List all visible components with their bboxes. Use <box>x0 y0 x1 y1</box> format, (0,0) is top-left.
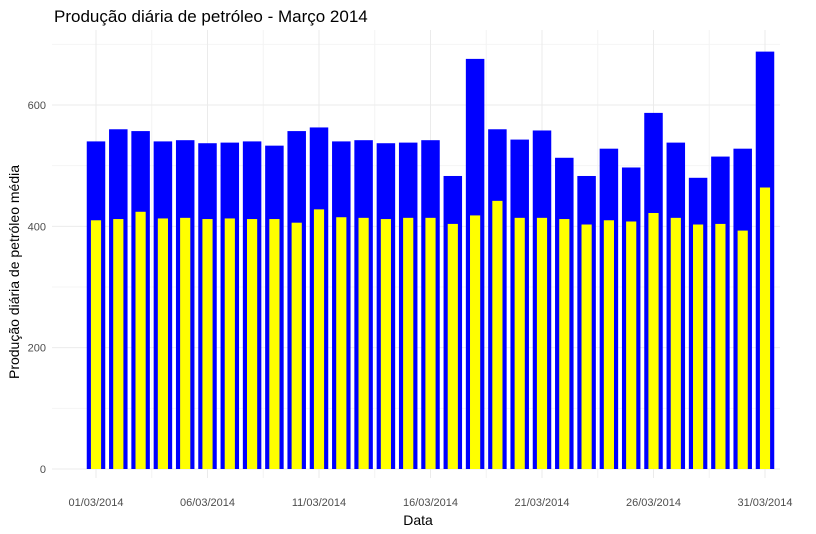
x-tick-label: 26/03/2014 <box>626 497 681 509</box>
bar-series-2-4 <box>157 218 168 469</box>
bar-series-2-7 <box>224 218 235 469</box>
bar-series-2-27 <box>670 217 681 469</box>
chart-title: Produção diária de petróleo - Março 2014 <box>54 7 368 26</box>
bar-series-2-30 <box>737 230 748 469</box>
bar-series-2-2 <box>113 219 124 469</box>
bar-series-2-1 <box>90 220 102 469</box>
bar-series-2-25 <box>626 221 637 469</box>
x-tick-label: 16/03/2014 <box>403 497 458 509</box>
x-tick-label: 21/03/2014 <box>514 497 569 509</box>
bar-series-2-5 <box>180 217 191 469</box>
bar-series-2-26 <box>648 212 659 470</box>
bar-series-2-29 <box>715 223 726 469</box>
bars <box>86 51 775 470</box>
x-axis-ticks: 01/03/2014 06/03/2014 11/03/2014 16/03/2014… <box>68 497 792 509</box>
y-tick-label: 200 <box>28 343 46 355</box>
bar-series-2-15 <box>403 217 414 469</box>
x-tick-label: 01/03/2014 <box>68 497 123 509</box>
x-tick-label: 31/03/2014 <box>737 497 792 509</box>
bar-series-2-10 <box>291 222 302 469</box>
bar-series-2-21 <box>536 217 548 469</box>
bar-series-2-11 <box>313 209 325 469</box>
bar-series-2-6 <box>202 219 213 469</box>
bar-series-2-14 <box>380 219 391 469</box>
bar-series-2-18 <box>470 215 481 469</box>
y-tick-label: 600 <box>28 100 46 112</box>
bar-series-2-3 <box>135 211 146 469</box>
bar-series-2-28 <box>693 224 704 469</box>
x-axis-title: Data <box>403 512 433 528</box>
bar-series-2-19 <box>492 200 503 469</box>
y-axis-ticks: 0 200 400 600 <box>28 100 46 476</box>
bar-series-2-16 <box>425 217 436 469</box>
y-axis-title: Produção diária de petróleo média <box>6 165 22 379</box>
bar-series-2-8 <box>247 219 258 469</box>
bar-series-2-22 <box>559 219 570 469</box>
bar-series-2-31 <box>759 187 771 469</box>
y-tick-label: 0 <box>40 464 46 476</box>
bar-series-2-23 <box>581 224 592 469</box>
bar-series-2-20 <box>514 217 525 469</box>
bar-series-2-9 <box>269 219 280 469</box>
bar-series-2-17 <box>447 223 458 469</box>
x-tick-label: 11/03/2014 <box>292 497 346 509</box>
bar-series-2-12 <box>336 217 347 469</box>
bar-series-2-13 <box>358 217 369 469</box>
y-tick-label: 400 <box>28 221 46 233</box>
x-tick-label: 06/03/2014 <box>180 497 235 509</box>
bar-series-2-24 <box>603 220 614 469</box>
